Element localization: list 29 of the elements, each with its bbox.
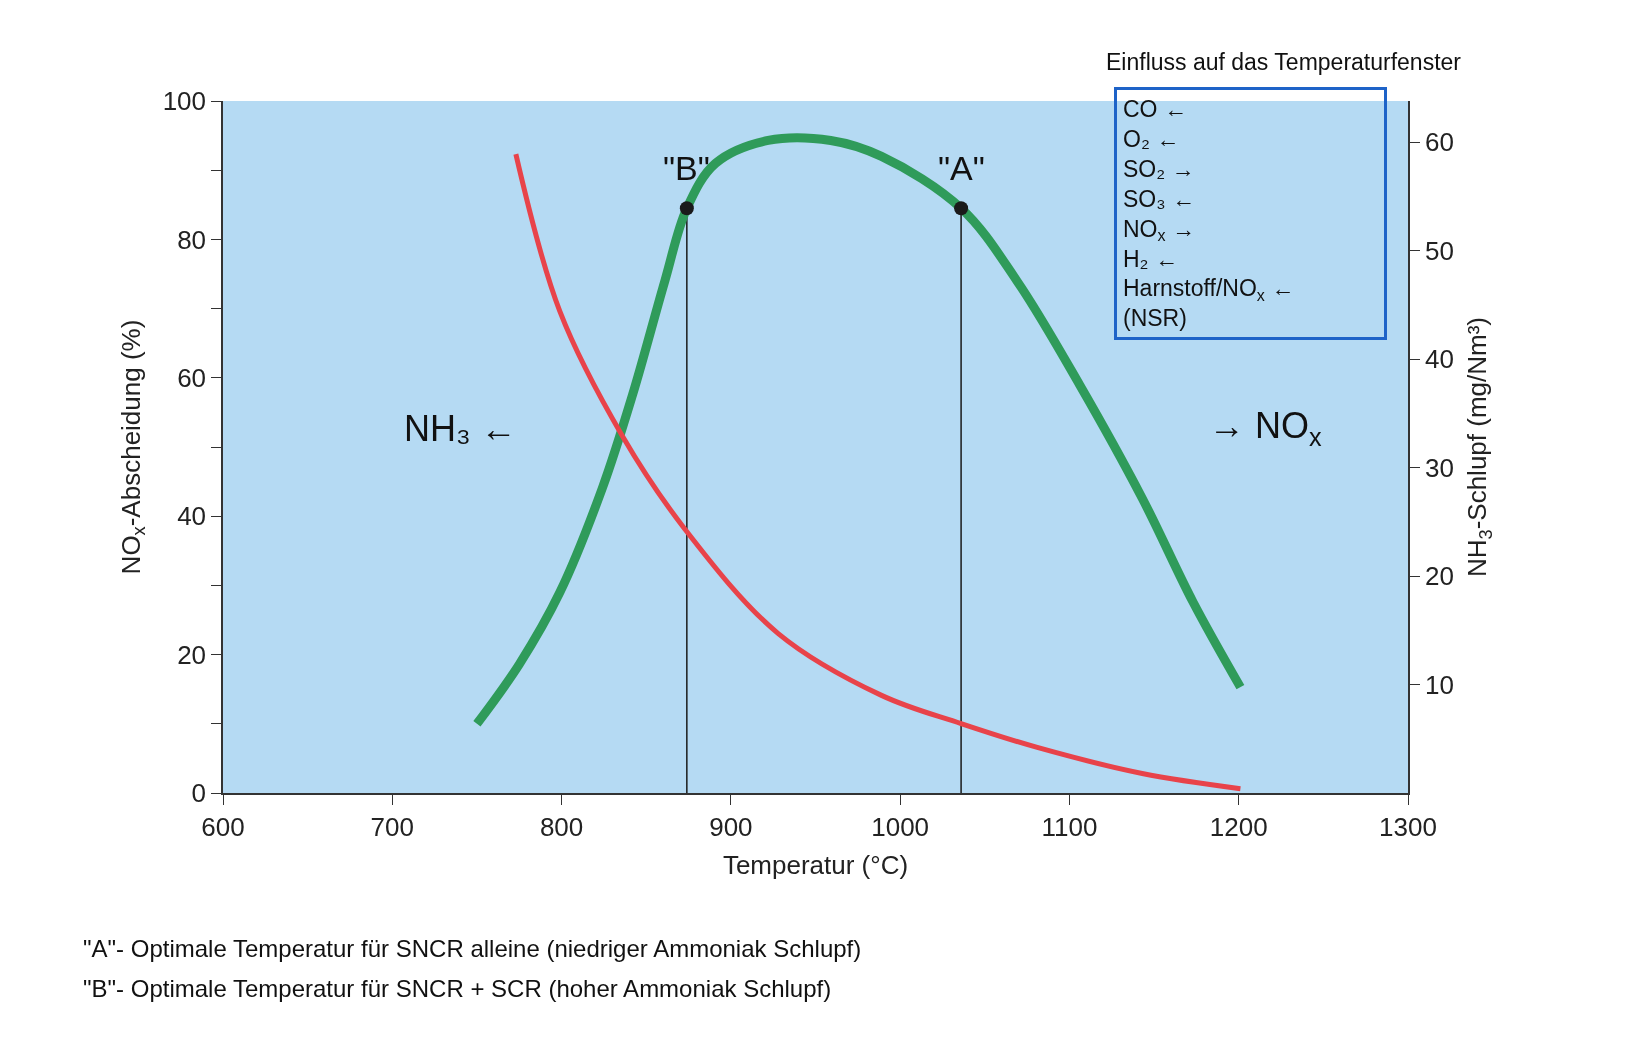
- annotation: "B": [663, 149, 710, 187]
- x-tick-label: 800: [539, 811, 584, 842]
- text: "A"- Optimale Temperatur für SNCR alleine (niedriger Ammoniak Schlupf): [83, 935, 862, 962]
- x-tick-label: 1300: [1379, 811, 1437, 842]
- y-tick-label: 80: [177, 224, 207, 255]
- annotation: → NO$_{x}$: [1209, 405, 1323, 451]
- y-tick-label: 100: [162, 86, 207, 117]
- annotation: NH₃ ←: [404, 408, 517, 449]
- x-tick-label: 1200: [1209, 811, 1268, 842]
- y-tick-label: 40: [177, 501, 207, 532]
- x-tick-label: 1000: [871, 811, 930, 842]
- y2-tick-label: 50: [1424, 235, 1454, 266]
- y-tick-label: 0: [191, 778, 207, 809]
- text: CO ← O₂ ← SO₂ → SO₃ ← NO$_{x}$ → H₂ ← Harnstoff/NO$_{x}$ ← (NSR): [1123, 96, 1295, 332]
- y2-tick-label: 30: [1424, 452, 1454, 483]
- y2-tick-label: 60: [1424, 127, 1454, 158]
- y-tick-label: 60: [177, 362, 207, 393]
- y2-tick-label: 10: [1424, 669, 1454, 700]
- y-tick-label: 20: [177, 639, 207, 670]
- x-tick-label: 1100: [1041, 811, 1098, 842]
- text: "B"- Optimale Temperatur für SNCR + SCR (hoher Ammoniak Schlupf): [83, 975, 832, 1002]
- x-axis-title: Temperatur (°C): [722, 850, 909, 881]
- x-tick-label: 700: [370, 811, 414, 842]
- y2-tick-label: 20: [1424, 561, 1454, 592]
- annotation: "A": [938, 149, 985, 187]
- x-tick-label: 600: [201, 811, 245, 842]
- y2-tick-label: 40: [1424, 344, 1454, 375]
- x-tick-label: 900: [709, 811, 753, 842]
- text: Einfluss auf das Temperaturfenster: [1106, 49, 1462, 75]
